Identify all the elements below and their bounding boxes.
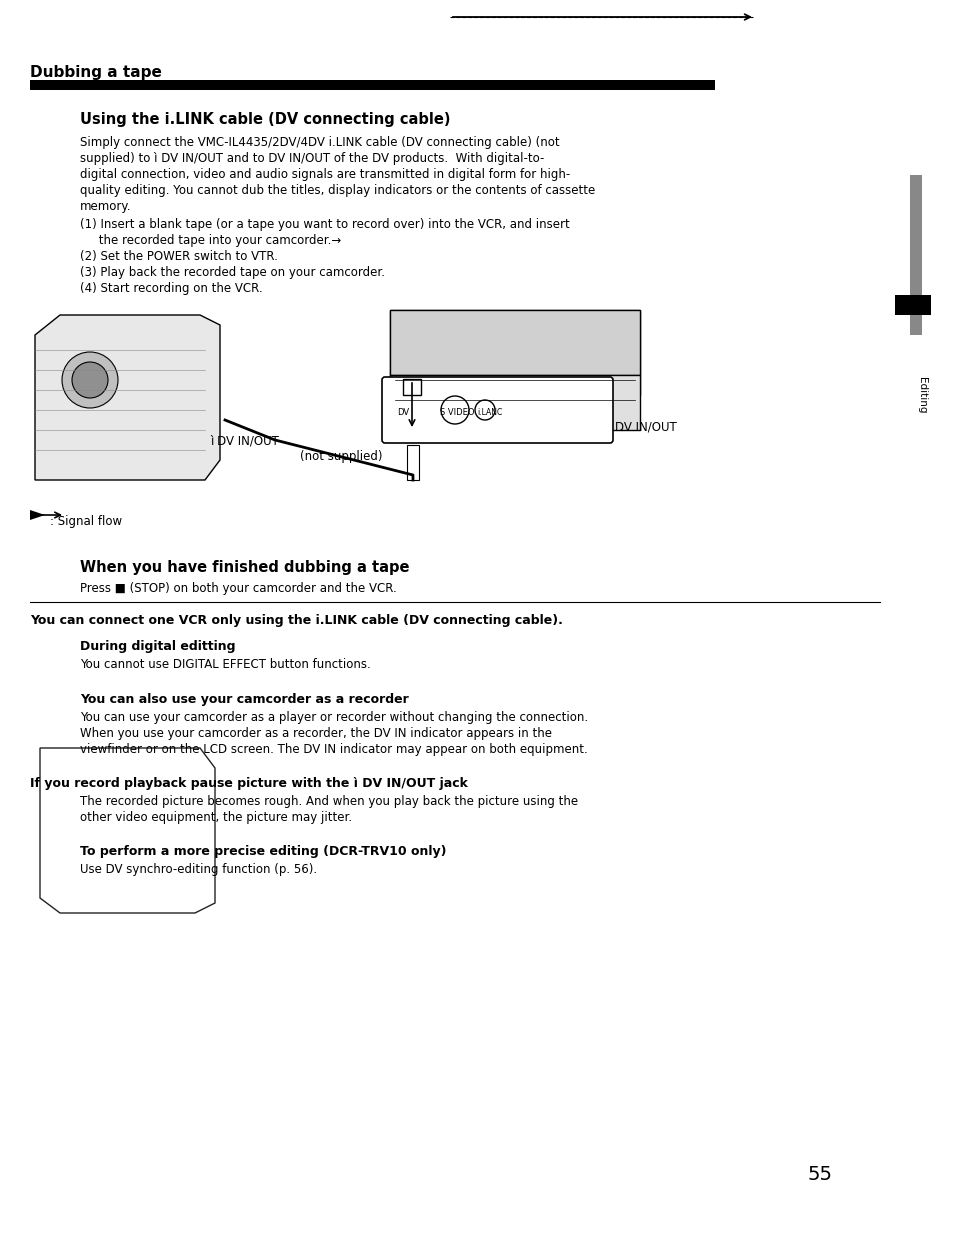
Bar bbox=[909, 175, 921, 335]
Text: (2) Set the POWER switch to VTR.: (2) Set the POWER switch to VTR. bbox=[80, 250, 277, 263]
Bar bbox=[390, 309, 639, 395]
Text: You can use your camcorder as a player or recorder without changing the connecti: You can use your camcorder as a player o… bbox=[80, 711, 587, 724]
Text: You can connect one VCR only using the i.LINK cable (DV connecting cable).: You can connect one VCR only using the i… bbox=[30, 614, 562, 628]
Text: (4) Start recording on the VCR.: (4) Start recording on the VCR. bbox=[80, 282, 262, 295]
Text: The recorded picture becomes rough. And when you play back the picture using the: The recorded picture becomes rough. And … bbox=[80, 795, 578, 808]
Bar bbox=[390, 375, 639, 430]
Text: i.LANC: i.LANC bbox=[476, 408, 501, 417]
Text: supplied) to ì DV IN/OUT and to DV IN/OUT of the DV products.  With digital-to-: supplied) to ì DV IN/OUT and to DV IN/OU… bbox=[80, 152, 544, 165]
Text: Editing: Editing bbox=[916, 377, 926, 413]
Bar bbox=[407, 445, 418, 480]
Text: DV IN/OUT: DV IN/OUT bbox=[615, 420, 676, 433]
Text: the recorded tape into your camcorder.→: the recorded tape into your camcorder.→ bbox=[80, 234, 341, 247]
Text: When you use your camcorder as a recorder, the DV IN indicator appears in the: When you use your camcorder as a recorde… bbox=[80, 727, 552, 740]
Text: 55: 55 bbox=[806, 1165, 832, 1184]
Circle shape bbox=[62, 351, 118, 408]
Text: (1) Insert a blank tape (or a tape you want to record over) into the VCR, and in: (1) Insert a blank tape (or a tape you w… bbox=[80, 218, 569, 231]
Text: Press ■ (STOP) on both your camcorder and the VCR.: Press ■ (STOP) on both your camcorder an… bbox=[80, 582, 396, 596]
Text: viewfinder or on the LCD screen. The DV IN indicator may appear on both equipmen: viewfinder or on the LCD screen. The DV … bbox=[80, 743, 587, 756]
Polygon shape bbox=[35, 314, 220, 480]
Text: memory.: memory. bbox=[80, 200, 132, 213]
Text: DV: DV bbox=[396, 408, 409, 417]
FancyBboxPatch shape bbox=[381, 377, 613, 443]
Text: ì DV IN/OUT: ì DV IN/OUT bbox=[210, 435, 278, 448]
Text: other video equipment, the picture may jitter.: other video equipment, the picture may j… bbox=[80, 811, 352, 824]
Circle shape bbox=[71, 363, 108, 398]
Text: During digital editting: During digital editting bbox=[80, 640, 235, 653]
Text: (not supplied): (not supplied) bbox=[299, 450, 382, 464]
Text: digital connection, video and audio signals are transmitted in digital form for : digital connection, video and audio sign… bbox=[80, 168, 570, 181]
Bar bbox=[30, 80, 714, 90]
Text: quality editing. You cannot dub the titles, display indicators or the contents o: quality editing. You cannot dub the titl… bbox=[80, 184, 595, 197]
Text: Dubbing a tape: Dubbing a tape bbox=[30, 65, 162, 80]
Text: When you have finished dubbing a tape: When you have finished dubbing a tape bbox=[80, 560, 409, 575]
Text: Use DV synchro-editing function (p. 56).: Use DV synchro-editing function (p. 56). bbox=[80, 863, 316, 875]
Text: (3) Play back the recorded tape on your camcorder.: (3) Play back the recorded tape on your … bbox=[80, 266, 385, 279]
Text: Simply connect the VMC-IL4435/2DV/4DV i.LINK cable (DV connecting cable) (not: Simply connect the VMC-IL4435/2DV/4DV i.… bbox=[80, 136, 559, 149]
Text: You cannot use DIGITAL EFFECT button functions.: You cannot use DIGITAL EFFECT button fun… bbox=[80, 658, 371, 671]
Text: You can also use your camcorder as a recorder: You can also use your camcorder as a rec… bbox=[80, 693, 408, 707]
Text: If you record playback pause picture with the ì DV IN/OUT jack: If you record playback pause picture wit… bbox=[30, 777, 467, 790]
Text: : Signal flow: : Signal flow bbox=[50, 515, 122, 528]
Text: S VIDEO: S VIDEO bbox=[439, 408, 474, 417]
Bar bbox=[894, 295, 930, 314]
Bar bbox=[390, 309, 639, 375]
Bar bbox=[402, 379, 420, 395]
Polygon shape bbox=[30, 510, 45, 520]
Text: To perform a more precise editing (DCR-TRV10 only): To perform a more precise editing (DCR-T… bbox=[80, 845, 446, 858]
Text: Using the i.LINK cable (DV connecting cable): Using the i.LINK cable (DV connecting ca… bbox=[80, 112, 450, 127]
